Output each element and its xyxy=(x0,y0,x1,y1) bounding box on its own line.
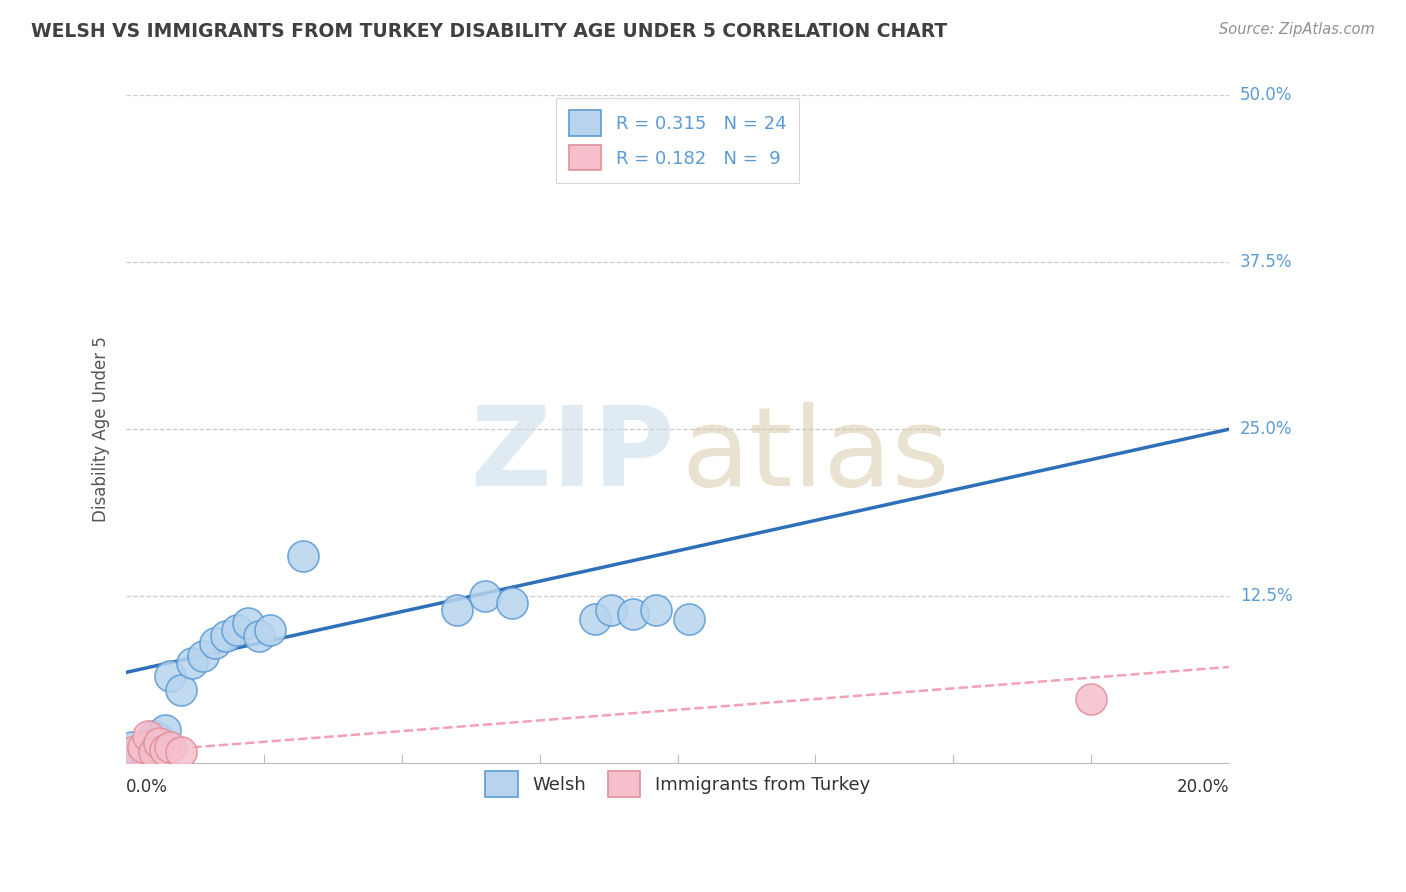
Point xyxy=(159,740,181,755)
Point xyxy=(474,589,496,603)
Point xyxy=(153,743,176,757)
Text: atlas: atlas xyxy=(681,402,949,509)
Text: 12.5%: 12.5% xyxy=(1240,587,1292,605)
Point xyxy=(623,607,645,621)
Text: 20.0%: 20.0% xyxy=(1177,778,1229,796)
Point xyxy=(132,740,155,755)
Text: ZIP: ZIP xyxy=(471,402,675,509)
Point xyxy=(247,629,270,643)
Point xyxy=(142,730,165,744)
Point xyxy=(153,723,176,737)
Point xyxy=(138,730,160,744)
Point xyxy=(214,629,236,643)
Legend: Welsh, Immigrants from Turkey: Welsh, Immigrants from Turkey xyxy=(478,764,877,805)
Text: 50.0%: 50.0% xyxy=(1240,87,1292,104)
Point xyxy=(204,636,226,650)
Point xyxy=(159,669,181,683)
Text: Source: ZipAtlas.com: Source: ZipAtlas.com xyxy=(1219,22,1375,37)
Point xyxy=(236,615,259,630)
Point xyxy=(446,602,468,616)
Point xyxy=(291,549,314,563)
Point xyxy=(225,623,247,637)
Point xyxy=(583,612,606,626)
Point xyxy=(148,736,170,750)
Text: 37.5%: 37.5% xyxy=(1240,253,1292,271)
Point xyxy=(142,746,165,760)
Point xyxy=(501,596,523,610)
Point xyxy=(148,732,170,747)
Point xyxy=(644,602,666,616)
Point xyxy=(678,612,700,626)
Point xyxy=(181,656,204,670)
Point xyxy=(170,682,193,697)
Text: 25.0%: 25.0% xyxy=(1240,420,1292,438)
Point xyxy=(600,602,623,616)
Point xyxy=(121,746,143,760)
Point xyxy=(170,746,193,760)
Point xyxy=(132,743,155,757)
Y-axis label: Disability Age Under 5: Disability Age Under 5 xyxy=(93,336,110,522)
Point xyxy=(1080,692,1102,706)
Text: WELSH VS IMMIGRANTS FROM TURKEY DISABILITY AGE UNDER 5 CORRELATION CHART: WELSH VS IMMIGRANTS FROM TURKEY DISABILI… xyxy=(31,22,948,41)
Point xyxy=(193,649,215,664)
Point xyxy=(259,623,281,637)
Text: 0.0%: 0.0% xyxy=(127,778,169,796)
Point xyxy=(121,740,143,755)
